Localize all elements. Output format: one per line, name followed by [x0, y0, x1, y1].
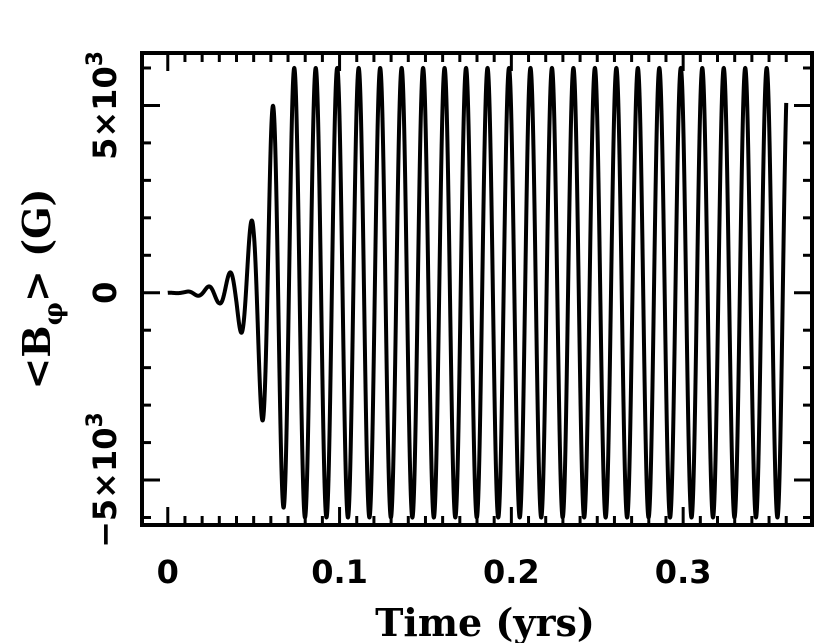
y-tick-label: −5×103 — [83, 412, 124, 548]
y-tick-label-exp: 3 — [83, 412, 108, 427]
y-axis-label-suffix: > (G) — [14, 189, 59, 302]
x-tick-label: 0.2 — [483, 553, 540, 591]
x-tick-label: 0 — [157, 553, 179, 591]
y-tick-label-exp: 3 — [83, 51, 108, 66]
y-tick-label: 5×103 — [83, 51, 124, 160]
y-axis-label-sub: φ — [39, 302, 69, 326]
y-ticks — [142, 66, 812, 520]
y-tick-label-main: −5×10 — [86, 427, 124, 547]
y-tick-label-main: 5×10 — [86, 66, 124, 160]
x-tick-labels: 0 0.1 0.2 0.3 — [157, 553, 712, 591]
x-tick-label: 0.1 — [311, 553, 368, 591]
x-tick-label: 0.3 — [655, 553, 712, 591]
y-axis-label-main: <B — [14, 326, 59, 390]
x-axis-label: Time (yrs) — [375, 600, 595, 643]
y-tick-label-main: 0 — [86, 282, 124, 304]
x-ticks — [166, 53, 788, 525]
series-line — [165, 65, 789, 520]
y-axis-label: <Bφ> (G) — [14, 189, 69, 390]
y-tick-label: 0 — [86, 282, 124, 304]
